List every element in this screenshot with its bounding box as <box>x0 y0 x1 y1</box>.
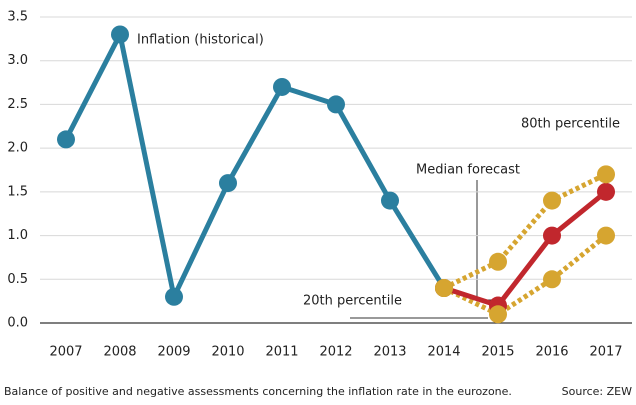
footnote: Balance of positive and negative assessm… <box>4 385 512 398</box>
point <box>543 226 561 245</box>
y-tick-label: 3.5 <box>7 10 28 25</box>
x-tick-label: 2010 <box>211 345 244 360</box>
series-label: Inflation (historical) <box>137 33 264 48</box>
x-tick-label: 2012 <box>319 345 352 360</box>
point <box>489 305 507 324</box>
series-label: 20th percentile <box>303 294 402 309</box>
series-label: 80th percentile <box>521 117 620 132</box>
point <box>435 279 453 298</box>
point <box>597 182 615 201</box>
x-tick-label: 2009 <box>157 345 190 360</box>
point <box>219 174 237 193</box>
x-tick-label: 2007 <box>49 345 82 360</box>
x-tick-label: 2016 <box>535 345 568 360</box>
point <box>111 25 129 44</box>
point <box>327 95 345 114</box>
y-tick-label: 2.0 <box>7 141 28 156</box>
y-tick-label: 0.5 <box>7 272 28 287</box>
x-tick-label: 2013 <box>373 345 406 360</box>
point <box>489 252 507 271</box>
x-tick-label: 2015 <box>481 345 514 360</box>
x-tick-label: 2017 <box>589 345 622 360</box>
point <box>57 130 75 149</box>
y-tick-label: 1.0 <box>7 228 28 243</box>
source: Source: ZEW <box>562 385 632 398</box>
y-tick-label: 2.5 <box>7 97 28 112</box>
x-tick-label: 2014 <box>427 345 460 360</box>
point <box>597 165 615 184</box>
y-tick-label: 1.5 <box>7 184 28 199</box>
x-tick-label: 2008 <box>103 345 136 360</box>
point <box>597 226 615 245</box>
series-line <box>63 31 447 300</box>
point <box>543 191 561 210</box>
y-tick-label: 3.0 <box>7 53 28 68</box>
series-line <box>442 233 608 317</box>
x-tick-label: 2011 <box>265 345 298 360</box>
series-line <box>443 189 608 309</box>
series-label: Median forecast <box>416 163 520 178</box>
point <box>165 287 183 306</box>
point <box>381 191 399 210</box>
series-line <box>442 172 608 291</box>
y-tick-label: 0.0 <box>7 316 28 331</box>
point <box>273 77 291 96</box>
point <box>543 270 561 289</box>
